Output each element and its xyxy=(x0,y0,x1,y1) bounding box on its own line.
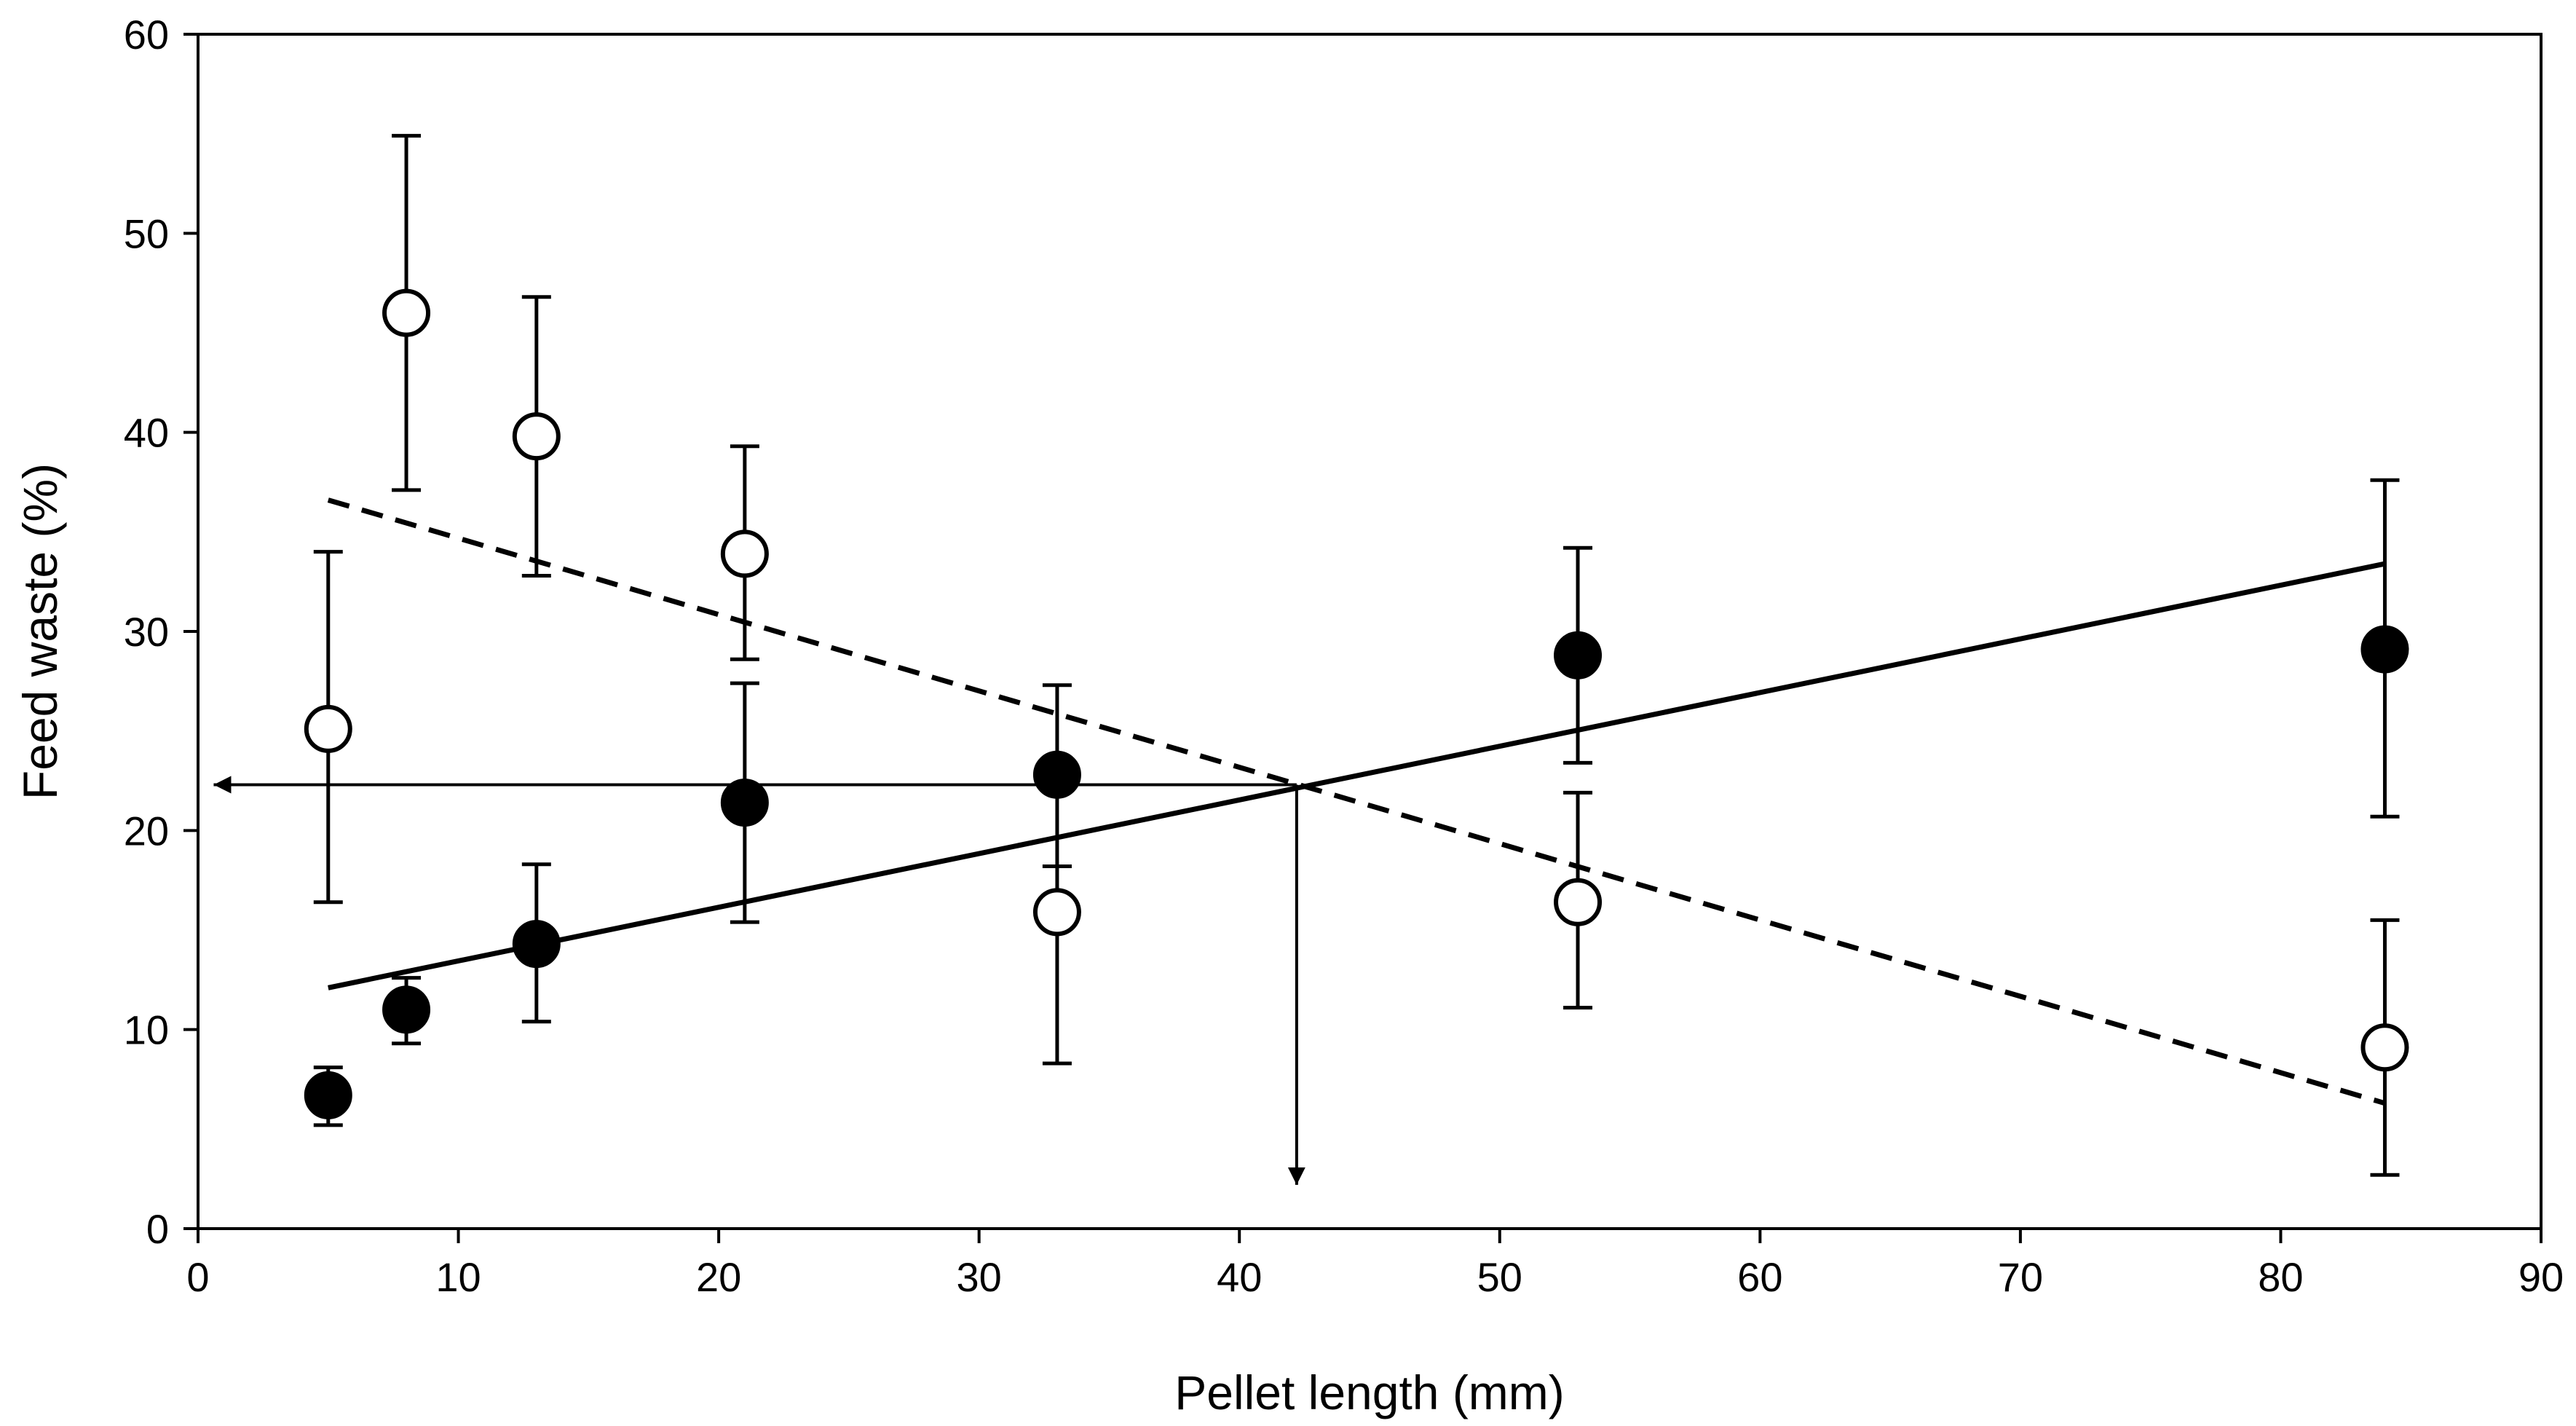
open-trendline xyxy=(327,497,2386,1106)
filled-point xyxy=(1554,631,1603,679)
x-tick-label: 30 xyxy=(957,1254,1002,1300)
open-point xyxy=(1554,878,1603,926)
x-tick-label: 60 xyxy=(1737,1254,1782,1300)
y-axis-ticks: 0 10 20 30 40 50 60 xyxy=(124,12,198,1252)
open-point xyxy=(512,412,561,461)
open-point xyxy=(1032,888,1081,937)
x-tick-label: 20 xyxy=(696,1254,741,1300)
x-tick-label: 0 xyxy=(186,1254,209,1300)
filled-point xyxy=(1032,750,1081,799)
y-tick-label: 30 xyxy=(124,609,169,655)
x-axis-title: Pellet length (mm) xyxy=(1174,1366,1565,1419)
filled-point xyxy=(720,779,769,827)
filled-point xyxy=(2360,625,2409,674)
x-tick-label: 40 xyxy=(1217,1254,1262,1300)
y-axis-title: Feed waste (%) xyxy=(13,463,67,800)
open-point xyxy=(304,704,352,753)
trendlines xyxy=(327,497,2386,1106)
open-point xyxy=(2360,1023,2409,1072)
x-tick-label: 70 xyxy=(1998,1254,2043,1300)
plot-area xyxy=(197,33,2543,1230)
x-tick-label: 90 xyxy=(2518,1254,2564,1300)
open-point xyxy=(720,529,769,578)
y-tick-label: 20 xyxy=(124,808,169,854)
x-tick-label: 50 xyxy=(1477,1254,1522,1300)
y-tick-label: 10 xyxy=(124,1007,169,1053)
error-bars xyxy=(313,133,2400,1177)
filled-point xyxy=(304,1071,352,1119)
x-tick-label: 80 xyxy=(2258,1254,2303,1300)
y-tick-label: 0 xyxy=(146,1206,169,1252)
annotation-arrows xyxy=(213,776,1305,1185)
open-point xyxy=(382,288,431,337)
y-tick-label: 60 xyxy=(124,12,169,58)
data-points xyxy=(304,288,2409,1119)
filled-point xyxy=(512,920,561,969)
x-axis-ticks: 0 10 20 30 40 50 60 70 80 90 xyxy=(186,1229,2564,1300)
filled-trendline xyxy=(328,561,2386,990)
filled-point xyxy=(382,985,431,1034)
x-tick-label: 10 xyxy=(435,1254,481,1300)
y-tick-label: 40 xyxy=(124,410,169,456)
y-tick-label: 50 xyxy=(124,210,169,256)
plot-frame xyxy=(197,33,2543,1230)
